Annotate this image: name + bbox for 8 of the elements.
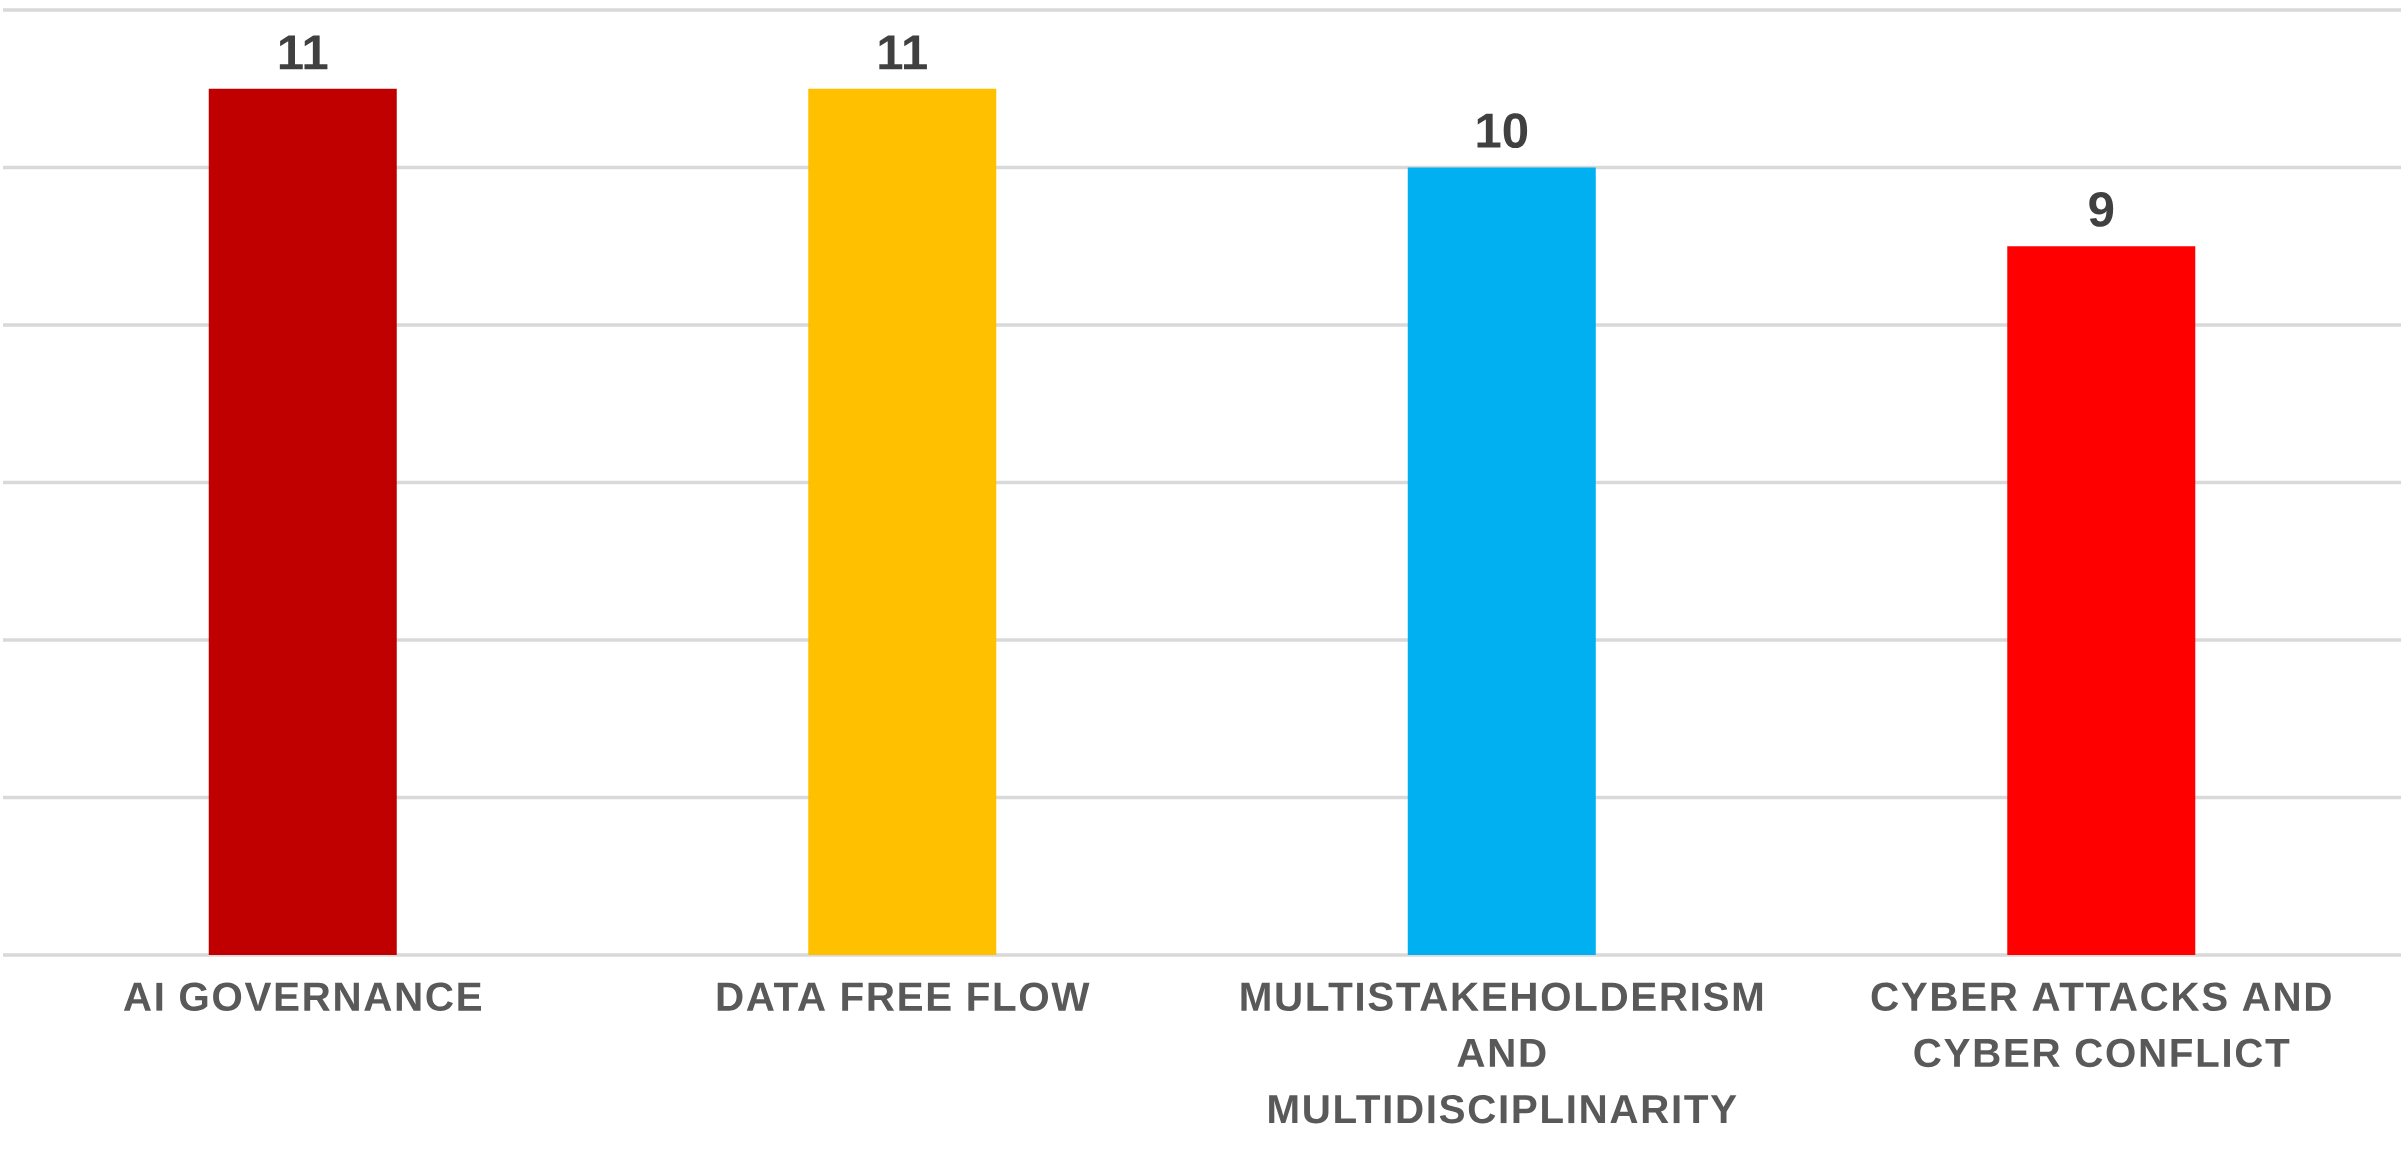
data-label: 10 [1477,113,1528,149]
data-label: 11 [879,35,927,70]
data-label: 11 [279,35,328,70]
x-tick-label: DATA FREE FLOW [717,982,1090,1012]
x-tick-label: AI GOVERNANCE [123,982,481,1012]
x-tick-label: MULTISTAKEHOLDERISM AND MULTIDISCIPLINARITY [1241,982,1763,1124]
data-label: 9 [2089,191,2114,227]
x-tick-label: CYBER ATTACKS AND CYBER CONFLICT [1871,982,2331,1068]
